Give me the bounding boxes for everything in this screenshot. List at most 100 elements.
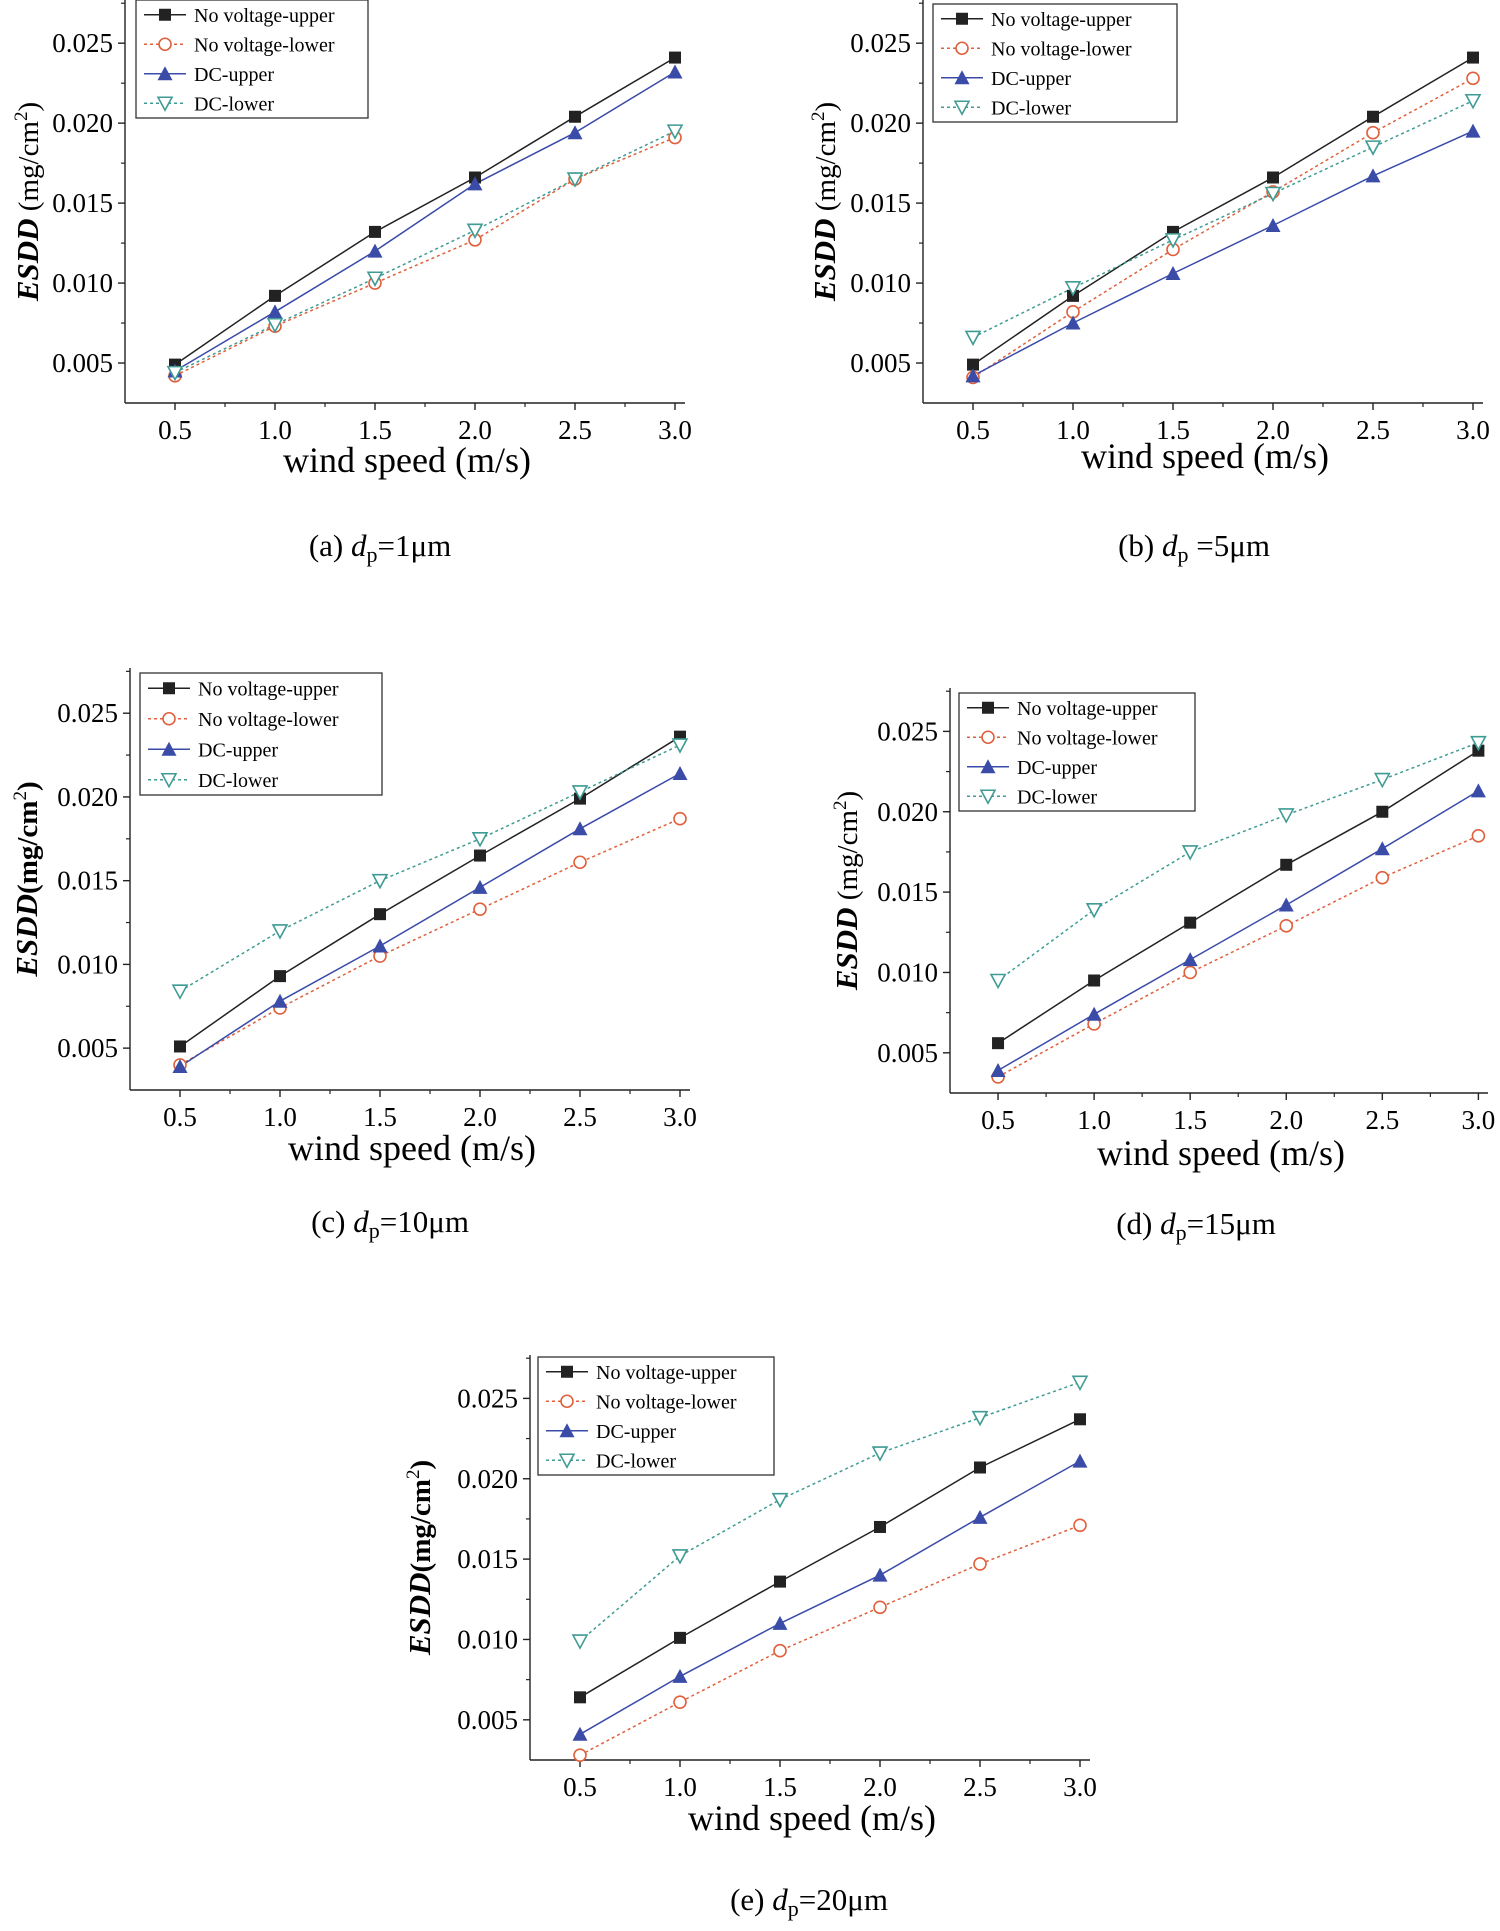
chart-e-legend-label-2: DC-upper <box>596 1421 676 1443</box>
chart-a-caption: (a) dp=1μm <box>309 528 451 567</box>
chart-c-xtick-label: 1.0 <box>263 1102 297 1132</box>
chart-b-legend-label-2: DC-upper <box>991 68 1071 90</box>
chart-e-series-2-point-3 <box>872 1567 888 1582</box>
chart-a-ylabel: ESDD (mg/cm2) <box>10 102 45 302</box>
chart-e-legend: No voltage-upper No voltage-lower DC-upper… <box>537 1356 775 1476</box>
chart-a-series-2-point-legend <box>157 66 173 81</box>
chart-c: 0.005 0.010 0.015 0.020 0.025 0.5 1.0 1.5 2.0 2.5… <box>9 668 697 1243</box>
chart-d-series-1-point-legend <box>981 730 995 745</box>
chart-d-series-2-point-5 <box>1470 783 1486 798</box>
chart-e-series-2-point-4 <box>972 1509 988 1524</box>
chart-b-series-0-point-3 <box>1267 171 1279 184</box>
chart-e-legend-box <box>537 1356 775 1476</box>
chart-a-series-3-point-4 <box>566 172 584 188</box>
chart-d-series-2-point-3 <box>1278 897 1294 912</box>
chart-a-series-3-point-0 <box>166 365 184 382</box>
chart-e-series-2-point-5 <box>1072 1453 1088 1468</box>
chart-e-series-1-point-4 <box>973 1557 987 1571</box>
chart-a-ytick-label: 0.005 <box>52 348 113 378</box>
chart-e-series-3-point-4 <box>971 1410 989 1427</box>
chart-d-legend-box <box>958 692 1196 812</box>
chart-e-series-3-point-0 <box>571 1634 589 1650</box>
chart-c-series-3-line <box>179 744 681 992</box>
chart-a-series-1-point-legend <box>158 37 172 52</box>
chart-b-legend-label-3: DC-lower <box>991 97 1071 119</box>
chart-c-xtick-label: 0.5 <box>163 1102 197 1132</box>
chart-e-series-3-point-2 <box>771 1492 789 1509</box>
chart-c-series-2-point-4 <box>572 821 588 836</box>
chart-e-series-0-point-1 <box>674 1631 686 1644</box>
chart-a-series-0-point-4 <box>569 110 581 123</box>
chart-d-ytick-label: 0.015 <box>877 877 938 907</box>
chart-b-series-3-point-0 <box>964 330 982 347</box>
chart-e-series-2-point-legend <box>559 1423 575 1438</box>
chart-a-xtick-label: 2.5 <box>558 415 592 445</box>
chart-d-series-3-point-5 <box>1470 735 1487 752</box>
chart-a-ytick-label: 0.015 <box>52 188 113 218</box>
chart-c-legend-box <box>139 672 383 796</box>
chart-c-series-2-point-5 <box>672 766 688 780</box>
chart-d-legend-label-0: No voltage-upper <box>1017 698 1158 720</box>
chart-c-ytick-label: 0.020 <box>57 782 118 812</box>
chart-d-xtick-label: 3.0 <box>1462 1105 1496 1135</box>
chart-d-xtick-label: 2.5 <box>1365 1105 1399 1135</box>
chart-d-series-1-point-2 <box>1183 965 1197 980</box>
chart-d-ytick-label: 0.025 <box>877 716 938 746</box>
chart-b-series-1-point-5 <box>1466 71 1480 86</box>
chart-b-ytick-label: 0.015 <box>850 188 911 218</box>
chart-b-xtick-label: 2.5 <box>1356 415 1390 445</box>
chart-d-xtick-label: 2.0 <box>1269 1105 1303 1135</box>
chart-b-series-0-point-legend <box>956 12 968 25</box>
chart-a-legend-label-0: No voltage-upper <box>194 5 335 27</box>
chart-b-series-3-point-1 <box>1064 281 1082 297</box>
chart-e-series-0-point-5 <box>1074 1413 1086 1426</box>
chart-b-series-3-line <box>972 100 1474 339</box>
chart-e-xtick-label: 3.0 <box>1063 1772 1097 1802</box>
chart-a-legend-label-3: DC-lower <box>194 93 274 115</box>
chart-a-xtick-label: 0.5 <box>158 415 192 445</box>
chart-c-series-2-line <box>179 772 681 1068</box>
chart-d-series-2-point-legend <box>980 759 996 774</box>
chart-c-series-3-point-2 <box>371 873 389 890</box>
chart-e-series-0-line <box>579 1418 1081 1698</box>
chart-e-ytick-label: 0.025 <box>457 1383 518 1413</box>
chart-b-series-3-point-4 <box>1364 140 1382 156</box>
chart-e-series-1-point-2 <box>773 1643 787 1658</box>
chart-c-series-1-point-5 <box>673 811 687 826</box>
chart-d-series-2-line <box>997 790 1479 1072</box>
chart-a-series-2-line <box>174 71 676 372</box>
chart-c-xtick-label: 2.0 <box>463 1102 497 1132</box>
chart-a-series-2-point-2 <box>367 243 383 258</box>
chart-a-series-2-point-5 <box>667 64 683 79</box>
chart-b-series-2-point-1 <box>1065 315 1081 330</box>
chart-c-series-0-point-3 <box>474 849 486 862</box>
chart-d-legend-label-1: No voltage-lower <box>1017 727 1158 749</box>
chart-a-series-0-point-1 <box>269 289 281 302</box>
chart-b-legend-label-1: No voltage-lower <box>991 38 1132 60</box>
chart-a-series-2-point-3 <box>467 176 483 191</box>
chart-b-xtick-label: 0.5 <box>956 415 990 445</box>
chart-a-ytick-label: 0.025 <box>52 28 113 58</box>
chart-d-series-1-point-5 <box>1471 829 1486 843</box>
chart-c-series-3-point-5 <box>671 738 689 754</box>
chart-d-series-1-point-3 <box>1279 919 1294 933</box>
chart-e-ytick-label: 0.020 <box>457 1464 518 1494</box>
chart-a-series-1-line <box>174 136 676 377</box>
chart-a-ytick-label: 0.010 <box>52 268 113 298</box>
chart-e-ylabel: ESDD(mg/cm2) <box>402 1460 437 1656</box>
chart-a-xtick-label: 2.0 <box>458 415 492 445</box>
chart-c-series-0-point-legend <box>163 682 175 695</box>
chart-e-series-0-point-4 <box>974 1461 986 1474</box>
chart-d-series-3-point-3 <box>1277 808 1295 824</box>
chart-a: 0.005 0.010 0.015 0.020 0.025 0.5 1.0 1.5 2.0 2.5… <box>10 0 692 567</box>
chart-b-series-2-point-3 <box>1265 217 1281 232</box>
chart-a-xtick-label: 1.0 <box>258 415 292 445</box>
chart-c-series-1-line <box>179 818 681 1066</box>
chart-b-series-2-point-0 <box>965 368 981 383</box>
chart-e-series-2-point-1 <box>672 1668 688 1683</box>
chart-b-series-0-point-4 <box>1367 110 1379 123</box>
chart-a-series-0-point-legend <box>159 8 171 21</box>
chart-b-ytick-label: 0.005 <box>850 348 911 378</box>
chart-e-xtick-label: 2.5 <box>963 1772 997 1802</box>
chart-d-ytick-label: 0.020 <box>877 797 938 827</box>
